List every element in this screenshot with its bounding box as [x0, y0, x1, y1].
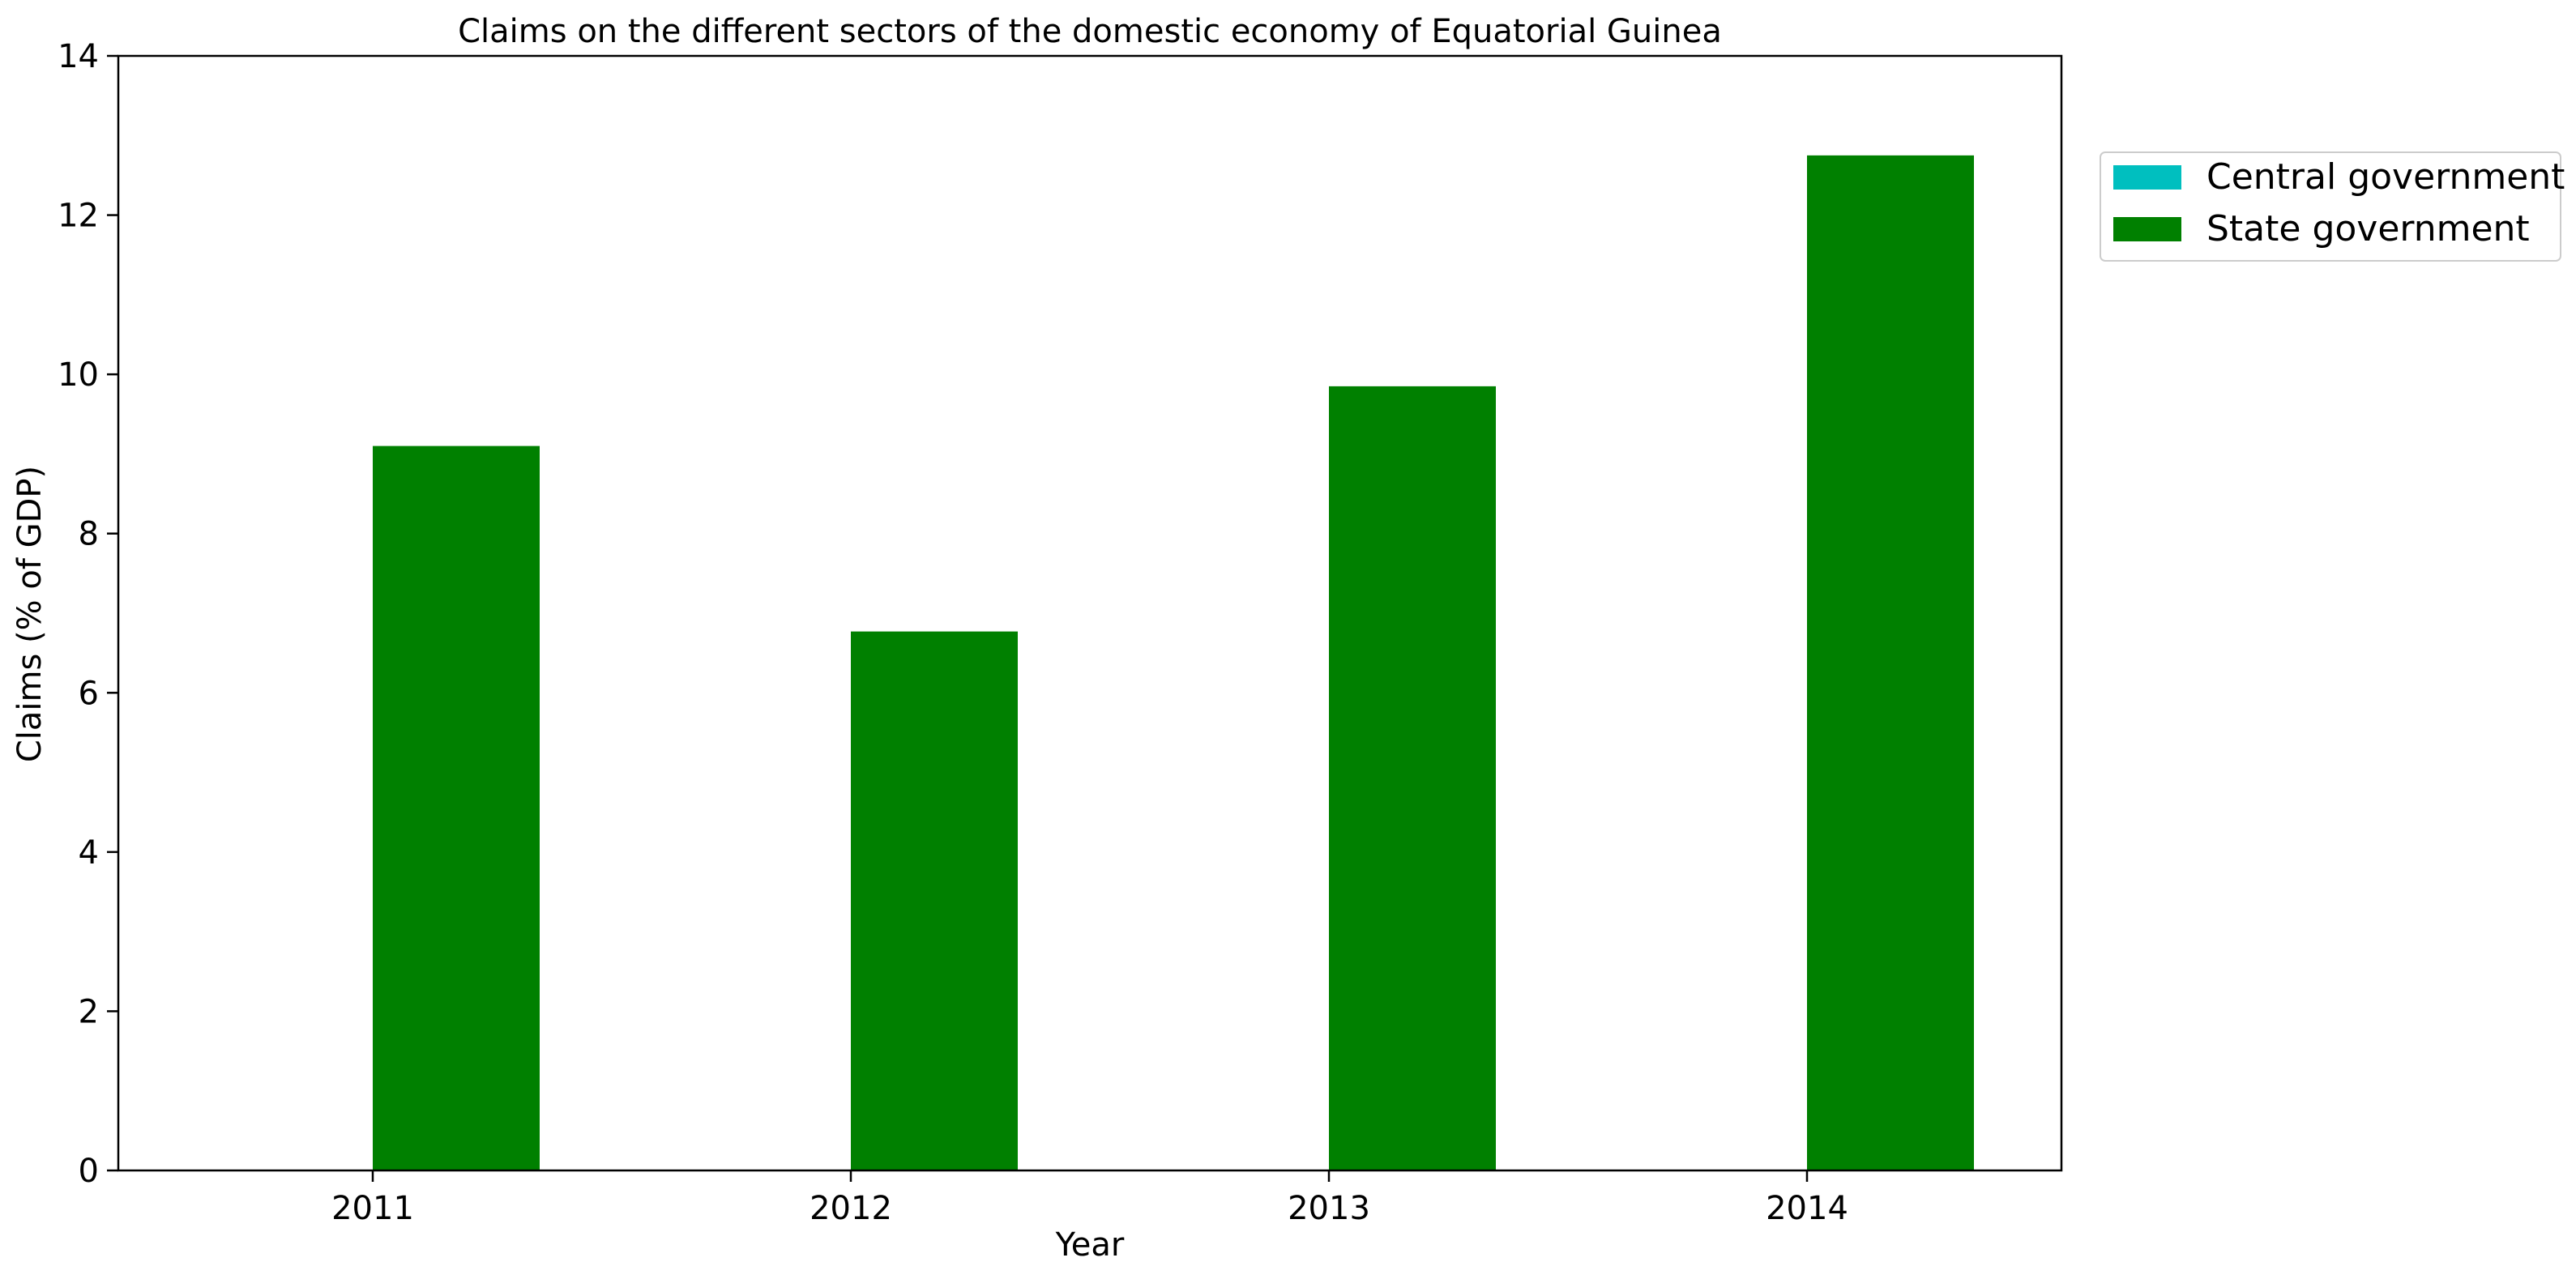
y-tick-label: 6 — [79, 675, 99, 712]
y-tick-label: 0 — [79, 1153, 99, 1190]
bars — [373, 155, 1974, 1170]
x-axis-label: Year — [1055, 1226, 1125, 1264]
y-tick-label: 2 — [79, 993, 99, 1030]
legend-swatch-state-government — [2113, 217, 2181, 241]
chart-title: Claims on the different sectors of the d… — [458, 13, 1722, 50]
y-tick-label: 4 — [79, 834, 99, 872]
x-tick-label: 2012 — [810, 1190, 892, 1227]
y-tick-label: 12 — [58, 198, 99, 235]
legend-label-central-government: Central government — [2206, 156, 2565, 198]
bar-state-government-2013 — [1329, 386, 1496, 1170]
y-axis-label: Claims (% of GDP) — [11, 466, 49, 762]
bar-state-government-2011 — [373, 446, 540, 1170]
x-tick-label: 2014 — [1766, 1190, 1848, 1227]
x-axis-ticks: 2011 2012 2013 2014 — [331, 1170, 1848, 1227]
x-tick-label: 2011 — [331, 1190, 414, 1227]
y-tick-label: 10 — [58, 356, 99, 394]
plot-frame — [117, 54, 2063, 1172]
legend-swatch-central-government — [2113, 165, 2181, 190]
bar-state-government-2014 — [1807, 155, 1974, 1170]
y-axis-ticks: 0 2 4 6 8 10 12 14 — [58, 38, 118, 1190]
bar-state-government-2012 — [851, 631, 1018, 1170]
legend-label-state-government: State government — [2206, 208, 2530, 249]
legend: Central government State government — [2100, 151, 2565, 262]
x-tick-label: 2013 — [1288, 1190, 1370, 1227]
legend-box — [2100, 151, 2561, 262]
y-tick-label: 14 — [58, 38, 99, 75]
y-tick-label: 8 — [79, 516, 99, 553]
